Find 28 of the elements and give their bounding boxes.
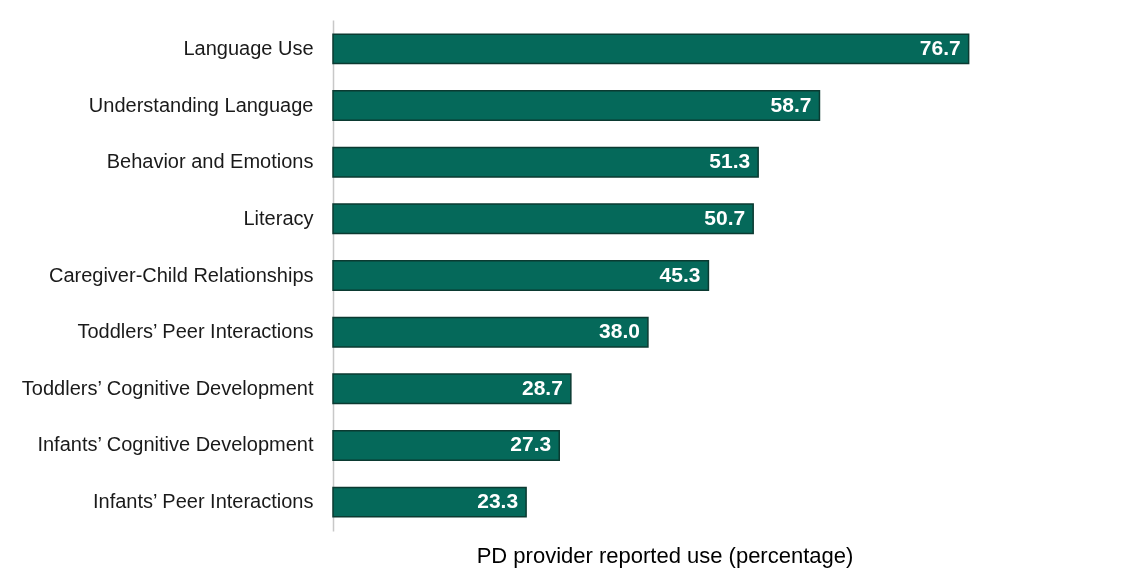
bar [332,486,527,518]
bar [332,373,572,405]
x-axis-title: PD provider reported use (percentage) [476,542,854,568]
data-label: 50.7 [704,205,746,229]
data-label: 23.3 [477,489,519,513]
bar [332,203,754,235]
y-tick-label: Toddlers’ Cognitive Development [21,376,314,399]
y-tick-label: Toddlers’ Peer Interactions [77,320,314,343]
y-tick-label: Understanding Language [88,93,314,116]
data-label: 58.7 [770,92,812,116]
y-tick-label: Language Use [183,36,314,59]
y-tick-label: Infants’ Peer Interactions [93,490,314,513]
y-tick-label: Behavior and Emotions [106,150,314,173]
data-label: 38.0 [599,319,640,343]
bar [332,33,970,65]
bar [332,146,759,178]
bar [332,316,649,348]
data-label: 27.3 [510,432,552,456]
y-tick-label: Infants’ Cognitive Development [37,433,314,456]
data-label: 76.7 [919,35,961,59]
y-tick-label: Caregiver-Child Relationships [48,263,314,286]
data-label: 51.3 [709,149,751,173]
bar [332,429,560,461]
data-label: 28.7 [521,375,563,399]
y-tick-label: Literacy [243,206,314,229]
bar [332,260,710,291]
bar [332,90,821,122]
data-label: 45.3 [659,262,701,286]
